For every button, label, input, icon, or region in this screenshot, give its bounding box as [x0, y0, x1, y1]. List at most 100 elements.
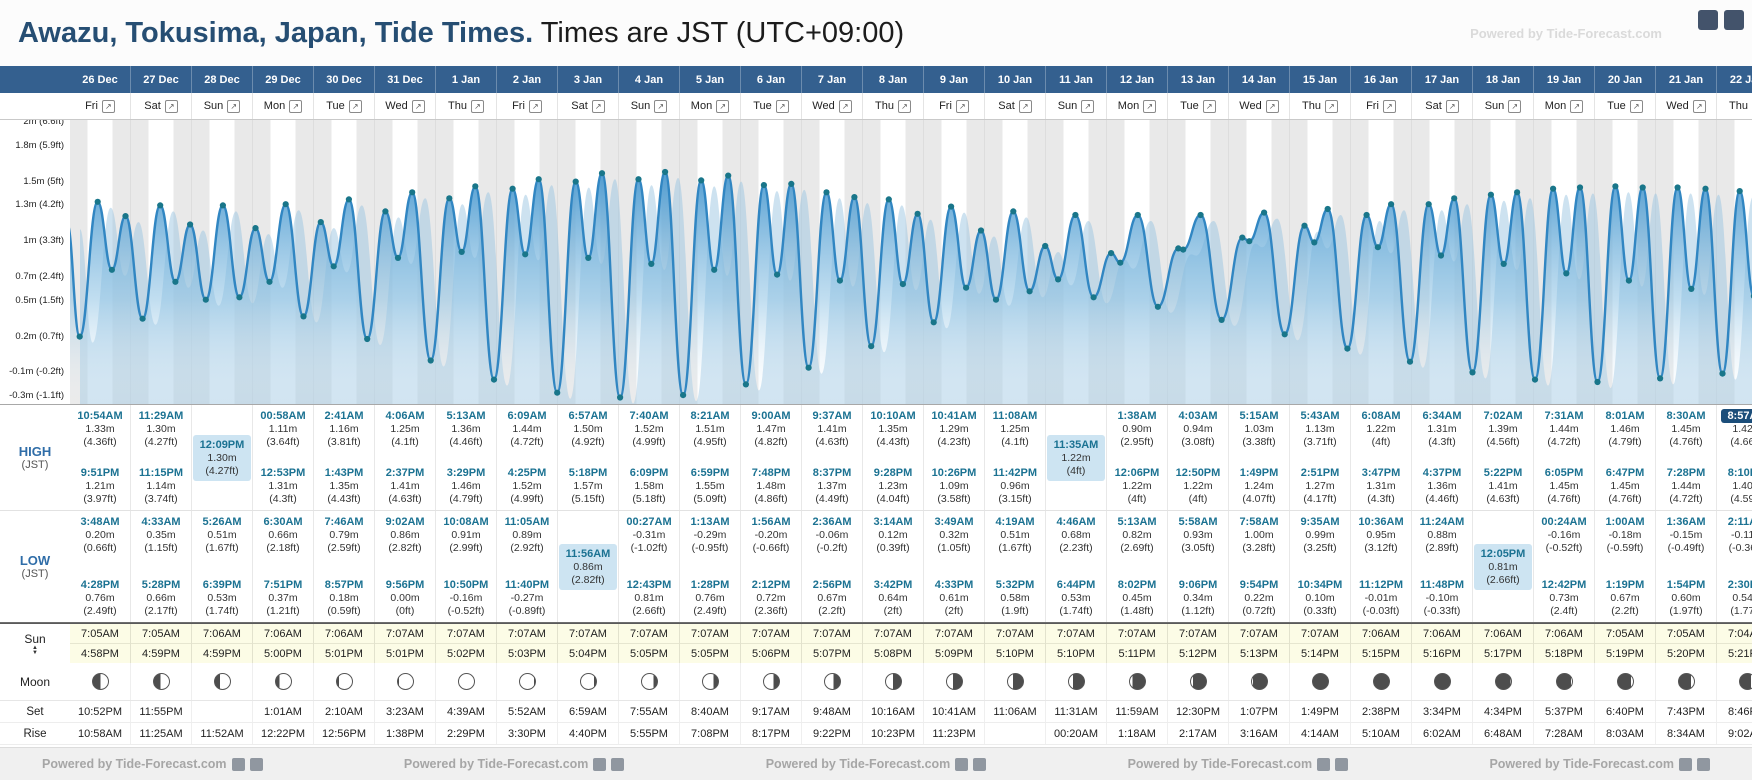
expand-day-icon[interactable]: ↗ [1692, 99, 1706, 113]
expand-day-icon[interactable]: ↗ [227, 99, 241, 113]
tide-curve-svg [70, 168, 1752, 404]
low-tide-cell: 1:36AM -0.15m (-0.49ft) 1:54PM 0.60m (1.97ft) [1656, 511, 1717, 622]
social-icon-2[interactable] [1335, 757, 1349, 771]
expand-day-icon[interactable]: ↗ [1382, 99, 1396, 113]
expand-day-icon[interactable]: ↗ [1265, 99, 1279, 113]
expand-day-icon[interactable]: ↗ [775, 99, 789, 113]
expand-day-icon[interactable]: ↗ [101, 99, 115, 113]
expand-day-icon[interactable]: ↗ [1018, 99, 1032, 113]
tide-event: 3:48AM 0.20m (0.66ft) [70, 515, 130, 555]
page-footer: Powered by Tide-Forecast.com Powered by … [0, 747, 1752, 780]
tide-event: 9:51PM 1.21m (3.97ft) [70, 466, 130, 506]
expand-day-icon[interactable]: ↗ [591, 99, 605, 113]
social-icon-2[interactable] [249, 757, 263, 771]
expand-day-icon[interactable]: ↗ [411, 99, 425, 113]
social-icon-1[interactable] [593, 757, 607, 771]
moon-phase-icon [701, 673, 719, 690]
tide-height-m: 0.86m [390, 529, 420, 541]
low-tide-cell: 4:19AM 0.51m (1.67ft) 5:32PM 0.58m (1.9ft) [985, 511, 1046, 622]
expand-day-icon[interactable]: ↗ [1629, 99, 1643, 113]
tide-extreme-dot [1674, 184, 1681, 191]
tide-extreme-dot [108, 266, 115, 273]
tide-height-m: 0.20m [85, 529, 115, 541]
tide-extreme-dot [1736, 188, 1743, 195]
tide-height-ft: (4.63ft) [388, 493, 422, 505]
social-icon-2[interactable] [1696, 757, 1710, 771]
expand-day-icon[interactable]: ↗ [1202, 99, 1216, 113]
social-icon-1[interactable] [231, 757, 245, 771]
tide-extreme-dot [1469, 369, 1476, 376]
nav-button-2[interactable] [1724, 10, 1744, 30]
tide-height-m: 1.22m [1183, 480, 1213, 492]
tide-height-ft: (4.72ft) [1669, 493, 1703, 505]
expand-day-icon[interactable]: ↗ [470, 99, 484, 113]
expand-day-icon[interactable]: ↗ [1324, 99, 1338, 113]
moon-phase-icon [1555, 673, 1573, 690]
tide-height-m: 1.09m [939, 480, 969, 492]
tide-height-ft: (2.18ft) [266, 542, 300, 554]
expand-day-icon[interactable]: ↗ [289, 99, 303, 113]
tide-event: 3:29PM 1.46m (4.79ft) [436, 466, 496, 506]
tide-height-m: 0.12m [878, 529, 908, 541]
moonset-row: Set 10:52PM 11:55PM 1:01AM 2:10AM 3:23AM 4:39… [0, 701, 1752, 723]
moon-phase-icon [884, 673, 902, 690]
social-icon-2[interactable] [973, 757, 987, 771]
tide-event: 4:03AM 0.94m (3.08ft) [1168, 409, 1228, 449]
sunset-time: 5:15PM [1362, 647, 1400, 660]
tide-height-m: 1.00m [1244, 529, 1274, 541]
moonrise-time: 11:52AM [192, 723, 253, 744]
expand-day-icon[interactable]: ↗ [1081, 99, 1095, 113]
social-icon-1[interactable] [1678, 757, 1692, 771]
expand-day-icon[interactable]: ↗ [716, 99, 730, 113]
tide-event: 11:12PM -0.01m (-0.03ft) [1351, 578, 1411, 618]
date-cell: 13 Jan [1168, 66, 1229, 93]
expand-day-icon[interactable]: ↗ [164, 99, 178, 113]
tide-extreme-dot [572, 178, 579, 185]
nav-button-1[interactable] [1698, 10, 1718, 30]
tide-height-m: 1.33m [85, 423, 115, 435]
expand-day-icon[interactable]: ↗ [654, 99, 668, 113]
expand-day-icon[interactable]: ↗ [528, 99, 542, 113]
tide-time: 8:01AM [1605, 410, 1645, 422]
tide-event: 11:29AM 1.30m (4.27ft) [131, 409, 191, 449]
date-cell: 8 Jan [863, 66, 924, 93]
tide-extreme-dot [300, 313, 307, 320]
expand-day-icon[interactable]: ↗ [955, 99, 969, 113]
low-tide-cell: 9:35AM 0.99m (3.25ft) 10:34PM 0.10m (0.33ft) [1290, 511, 1351, 622]
tide-time: 6:44PM [1056, 579, 1096, 591]
social-icon-1[interactable] [1317, 757, 1331, 771]
tide-time: 9:51PM [80, 467, 120, 479]
sun-cell: 7:06AM 5:16PM [1412, 624, 1473, 663]
tide-height-m: 0.51m [1000, 529, 1030, 541]
tide-height-ft: (4.59ft) [1730, 493, 1752, 505]
y-axis-label: 1.8m (5.9ft) [15, 139, 64, 151]
moon-cell [1412, 663, 1473, 700]
expand-day-icon[interactable]: ↗ [897, 99, 911, 113]
expand-day-icon[interactable]: ↗ [1570, 99, 1584, 113]
moon-cell [192, 663, 253, 700]
expand-day-icon[interactable]: ↗ [348, 99, 362, 113]
date-cell: 19 Jan [1534, 66, 1595, 93]
expand-day-icon[interactable]: ↗ [1508, 99, 1522, 113]
moon-cell [1107, 663, 1168, 700]
tide-time: 3:48AM [80, 516, 120, 528]
tide-height-ft: (5.15ft) [571, 493, 605, 505]
expand-day-icon[interactable]: ↗ [838, 99, 852, 113]
tide-event: 10:08AM 0.91m (2.99ft) [436, 515, 496, 555]
weekday-cell: Mon ↗ [1534, 93, 1595, 119]
tide-height-ft: (3.74ft) [144, 493, 178, 505]
tide-extreme-dot [219, 202, 226, 209]
social-icon-1[interactable] [955, 757, 969, 771]
moonset-time: 1:49PM [1290, 701, 1351, 722]
tide-height-m: -0.01m [1364, 592, 1398, 604]
sunset-time: 5:19PM [1606, 647, 1644, 660]
tide-time: 1:13AM [690, 516, 730, 528]
tide-extreme-dot [187, 221, 194, 228]
weekday-label: Fri [512, 100, 525, 112]
moonset-time: 9:48AM [802, 701, 863, 722]
date-cell: 28 Dec [192, 66, 253, 93]
expand-day-icon[interactable]: ↗ [1445, 99, 1459, 113]
date-cell: 11 Jan [1046, 66, 1107, 93]
social-icon-2[interactable] [611, 757, 625, 771]
expand-day-icon[interactable]: ↗ [1143, 99, 1157, 113]
